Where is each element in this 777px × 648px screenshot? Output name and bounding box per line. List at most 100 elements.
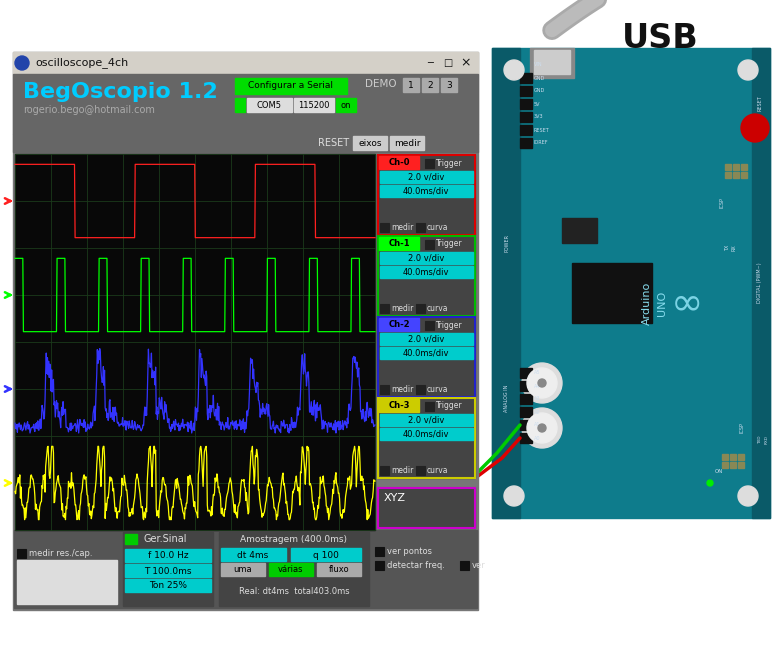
Bar	[269, 563, 313, 576]
Text: DEMO: DEMO	[365, 79, 396, 89]
Text: q 100: q 100	[313, 551, 339, 559]
Bar	[741, 164, 747, 170]
Bar	[380, 428, 473, 440]
Bar	[562, 218, 597, 243]
Bar	[380, 347, 473, 359]
Bar	[425, 321, 434, 330]
Bar	[125, 564, 211, 577]
Text: GND: GND	[534, 89, 545, 93]
Bar	[380, 223, 389, 232]
Circle shape	[527, 413, 557, 443]
Text: TX: TX	[725, 245, 730, 251]
Text: 1: 1	[408, 80, 414, 89]
Text: f 10.0 Hz: f 10.0 Hz	[148, 551, 188, 561]
Text: A0: A0	[534, 435, 541, 441]
Text: 2: 2	[427, 80, 433, 89]
Bar	[520, 73, 532, 83]
Bar	[317, 563, 361, 576]
Text: fluxo: fluxo	[329, 566, 350, 575]
Text: Real: dt4ms  total403.0ms: Real: dt4ms total403.0ms	[239, 588, 350, 597]
Circle shape	[504, 486, 524, 506]
Bar	[416, 466, 425, 475]
Bar	[15, 154, 375, 530]
Text: Trigger: Trigger	[436, 402, 462, 410]
Bar	[380, 385, 389, 394]
Bar	[380, 466, 389, 475]
Bar	[520, 125, 532, 135]
Text: RESET: RESET	[534, 128, 550, 132]
Bar	[520, 368, 532, 378]
Text: Trigger: Trigger	[436, 159, 462, 167]
Bar	[380, 414, 473, 426]
Bar	[425, 402, 434, 411]
Text: 3: 3	[446, 80, 452, 89]
Bar	[380, 333, 473, 345]
Circle shape	[522, 363, 562, 403]
Circle shape	[738, 60, 758, 80]
Bar	[294, 98, 334, 112]
Text: ─: ─	[427, 58, 433, 68]
Bar	[17, 560, 117, 604]
Bar	[733, 172, 739, 178]
Bar	[375, 561, 384, 570]
Text: on: on	[341, 100, 351, 110]
Text: medir: medir	[391, 385, 413, 394]
Text: ICSP: ICSP	[740, 422, 745, 434]
Bar	[125, 579, 211, 592]
Text: curva: curva	[427, 466, 448, 475]
Bar	[520, 112, 532, 122]
Text: USB: USB	[622, 21, 699, 54]
Text: medir: medir	[394, 139, 420, 148]
Text: RX: RX	[732, 245, 737, 251]
Bar	[125, 534, 137, 544]
Bar	[379, 399, 419, 412]
Text: Trigger: Trigger	[436, 240, 462, 248]
Bar	[752, 48, 770, 518]
Text: 2.0 v/div: 2.0 v/div	[408, 172, 444, 181]
Text: XYZ: XYZ	[384, 493, 406, 503]
Text: Amostragem (400.0ms): Amostragem (400.0ms)	[241, 535, 347, 544]
Text: A2: A2	[534, 410, 541, 415]
Text: COM5: COM5	[256, 100, 281, 110]
Bar	[123, 532, 213, 606]
Bar	[13, 134, 478, 152]
Bar	[378, 317, 475, 397]
Text: 2.0 v/div: 2.0 v/div	[408, 334, 444, 343]
Text: 5V: 5V	[534, 102, 541, 106]
Text: Ch-0: Ch-0	[388, 158, 409, 167]
Text: A3: A3	[534, 397, 541, 402]
Text: Ton 25%: Ton 25%	[149, 581, 187, 590]
Text: 40.0ms/div: 40.0ms/div	[402, 349, 449, 358]
Text: ICSP: ICSP	[720, 198, 725, 209]
Bar	[733, 164, 739, 170]
Text: oscilloscope_4ch: oscilloscope_4ch	[35, 58, 128, 69]
Text: Ger.Sinal: Ger.Sinal	[143, 534, 186, 544]
Bar	[14, 530, 477, 608]
Text: POWER: POWER	[504, 234, 510, 252]
Text: UNO: UNO	[657, 290, 667, 316]
Text: curva: curva	[427, 385, 448, 394]
Bar	[375, 547, 384, 556]
Bar	[741, 172, 747, 178]
Text: RESET: RESET	[758, 95, 762, 111]
Text: dt 4ms: dt 4ms	[238, 551, 269, 559]
Bar	[725, 172, 731, 178]
Text: uma: uma	[234, 566, 253, 575]
Circle shape	[15, 56, 29, 70]
Bar	[460, 561, 469, 570]
Bar	[235, 98, 245, 112]
Bar	[416, 304, 425, 313]
Bar	[17, 549, 26, 558]
Bar	[13, 52, 478, 74]
Bar	[125, 549, 211, 562]
Bar	[380, 171, 473, 183]
Bar	[492, 48, 520, 518]
Bar	[441, 78, 457, 92]
Text: rogerio.bego@hotmail.com: rogerio.bego@hotmail.com	[23, 105, 155, 115]
Text: GND: GND	[534, 76, 545, 80]
Text: várias: várias	[278, 566, 304, 575]
Bar	[520, 433, 532, 443]
Bar	[380, 266, 473, 278]
Bar	[379, 318, 419, 331]
Text: curva: curva	[427, 304, 448, 313]
